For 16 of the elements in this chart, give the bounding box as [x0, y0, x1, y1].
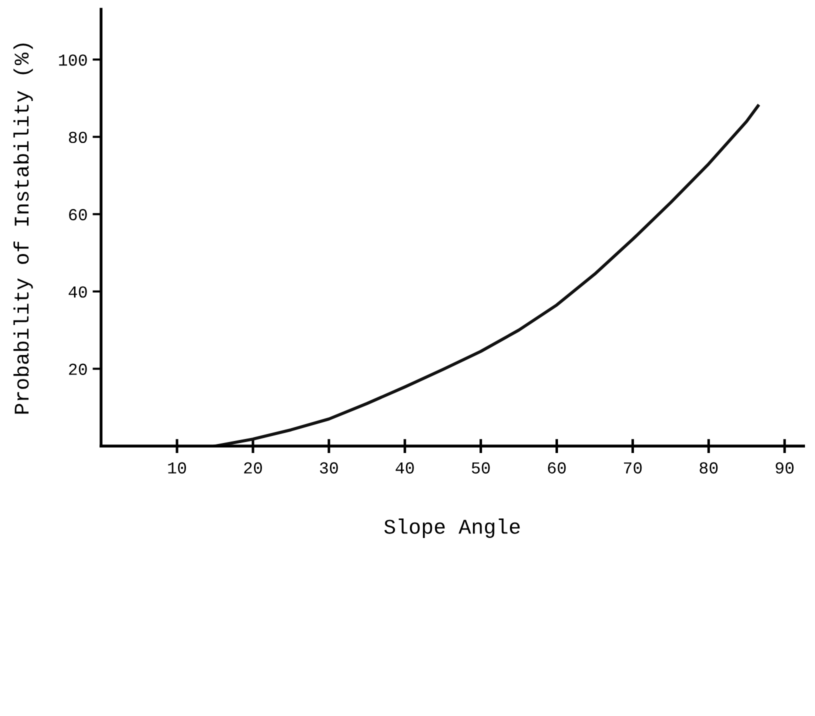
x-tick-label: 70: [624, 462, 642, 474]
x-tick-label: 80: [700, 462, 718, 474]
y-tick-label: 60: [69, 209, 87, 220]
y-tick-label: 20: [69, 364, 87, 375]
x-axis-title: Slope Angle: [384, 518, 520, 538]
x-tick-label: 30: [320, 462, 338, 474]
y-tick-label: 40: [68, 286, 87, 298]
x-tick-label: 10: [168, 462, 186, 474]
x-tick-label: 20: [244, 462, 262, 474]
x-tick-label: 40: [396, 462, 414, 474]
y-axis-title: Probability of Instability (%): [13, 44, 33, 414]
x-tick-label: 90: [776, 462, 794, 474]
x-tick-label: 60: [548, 462, 566, 474]
y-tick-label: 100: [59, 54, 87, 66]
x-tick-label: 50: [472, 462, 490, 474]
y-tick-label: 80: [68, 132, 87, 144]
